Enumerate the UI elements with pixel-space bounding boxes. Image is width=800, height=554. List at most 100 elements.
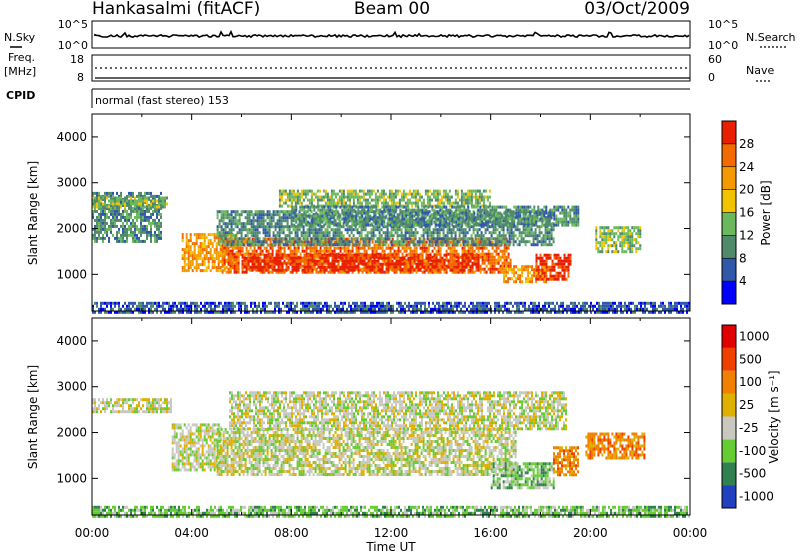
power-cell [416,243,419,247]
power-cell [305,259,308,263]
power-cell [193,233,196,237]
power-cell [343,211,346,215]
power-cell [227,255,230,259]
power-cell [456,225,459,229]
power-cell [418,243,421,247]
power-cell [411,214,414,218]
power-cell [343,259,346,263]
power-cell [296,243,299,247]
power-cell [124,218,126,222]
power-cell [260,219,263,223]
power-cell [441,223,444,227]
power-cell [122,239,124,243]
power-cell [215,251,218,255]
power-cell [415,270,418,274]
power-cell [251,237,254,241]
power-cell [302,225,305,229]
power-cell [317,265,320,269]
power-cell [456,243,459,247]
power-cell [203,248,206,252]
power-cell [424,228,427,232]
power-cell [482,243,485,247]
power-cell [250,243,253,247]
power-cell [484,231,487,235]
power-cell [126,239,128,243]
power-cell [446,192,449,196]
power-cell [132,202,134,206]
power-cell [433,246,436,250]
power-cell [158,199,160,203]
power-cell [425,220,428,224]
power-cell [448,231,451,235]
power-cell [124,227,126,231]
power-cell [150,230,152,234]
power-cell [353,217,356,221]
power-cell [350,192,353,196]
power-cell [321,217,324,221]
power-cell [410,192,413,196]
power-cell [425,214,428,218]
power-cell [369,214,372,218]
power-cell [362,228,365,232]
power-cell [433,208,436,212]
power-cell [467,220,470,224]
power-cell [391,262,394,266]
power-cell [389,249,392,253]
power-cell [399,270,402,274]
power-cell [435,205,438,209]
power-cell [347,237,350,241]
power-cell [313,214,316,218]
power-cell [363,262,366,266]
power-cell [355,267,358,271]
power-cell [425,223,428,227]
power-cell [333,259,336,263]
power-cell [437,211,440,215]
power-cell [477,240,480,244]
power-cell [298,195,301,199]
power-cell [365,223,368,227]
power-cell [243,270,246,274]
power-cell [458,198,461,202]
power-cell [427,246,430,250]
power-cell [329,262,332,266]
power-cell [329,253,332,257]
power-cell [193,254,196,258]
power-cell [345,267,348,271]
power-cell [418,225,421,229]
power-cell [305,270,308,274]
power-cell [409,256,412,260]
freq-right-label: Nave [746,64,774,77]
power-cell [457,208,460,212]
power-cell [256,228,259,232]
power-cell [300,216,303,220]
power-cell [497,267,500,271]
power-cell [500,240,503,244]
power-cell [328,222,331,226]
power-cell [476,231,479,235]
power-cell [530,234,533,238]
power-cell [399,265,402,269]
power-cell [410,225,413,229]
power-cell [92,196,94,200]
power-cell [548,240,551,244]
power-cell [432,189,435,193]
power-cell [94,218,96,222]
power-cell [425,258,428,262]
power-cell [468,219,471,223]
power-cell [480,195,483,199]
power-cell [540,225,543,229]
power-cell [193,242,196,246]
power-cell [496,237,499,241]
power-cell [425,253,428,257]
power-cell [244,216,247,220]
power-cell [274,210,277,214]
power-cell [253,259,256,263]
power-cell [318,204,321,208]
power-cell [284,237,287,241]
power-cell [449,265,452,269]
power-cell [311,249,314,253]
power-cell [128,202,130,206]
power-cell [286,234,289,238]
power-cell [420,201,423,205]
power-cell [158,224,160,228]
